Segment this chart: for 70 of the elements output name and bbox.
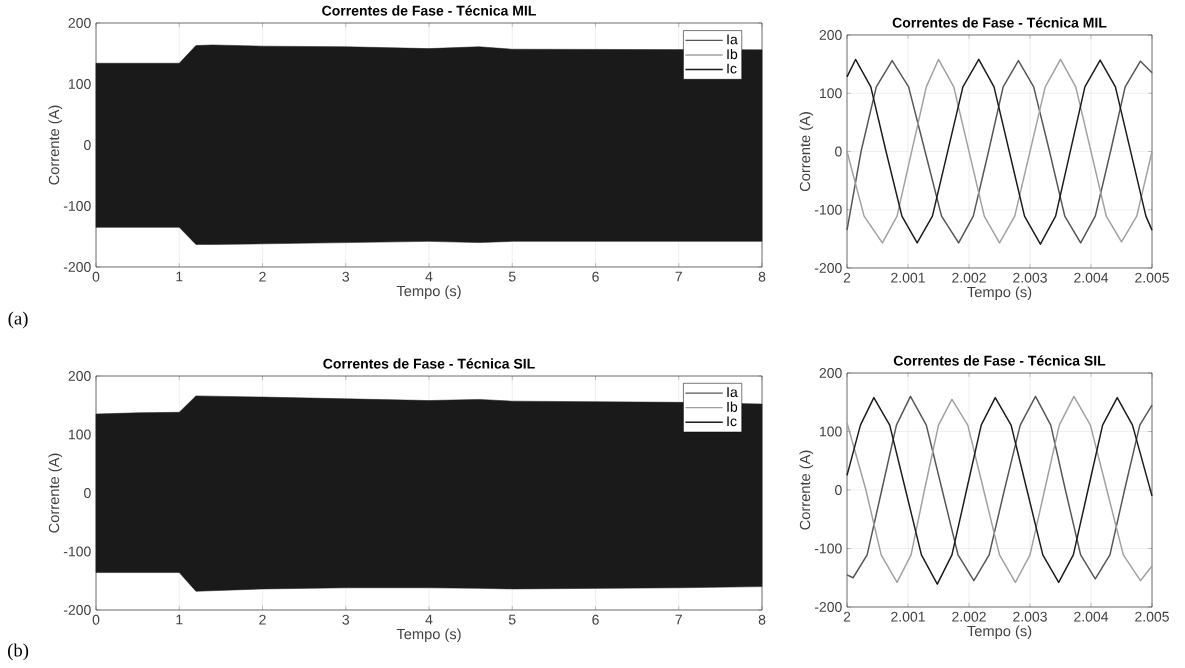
x-tick-label: 7 (675, 271, 682, 282)
text: (b) (8, 643, 29, 661)
y-tick-label: 200 (819, 30, 842, 40)
x-tick-label: 5 (508, 271, 516, 282)
legend-label: Ia (727, 387, 738, 398)
x-tick-label: 2.002 (952, 272, 986, 283)
y-tick-label: -200 (63, 605, 91, 615)
y-tick-label: 0 (84, 488, 91, 498)
legend-label: Ib (727, 48, 738, 60)
text: (a) (8, 311, 28, 329)
x-tick-label: 2.003 (1013, 272, 1047, 283)
chart-title: Correntes de Fase - Técnica MIL (322, 5, 536, 16)
x-tick-label: 3 (342, 271, 350, 282)
y-axis-title: Corrente (A) (799, 112, 814, 192)
x-tick-label: 2.005 (1135, 272, 1169, 283)
legend-label: Ic (727, 416, 737, 427)
y-tick-label: -200 (814, 263, 842, 273)
y-tick-label: -200 (63, 262, 91, 272)
x-tick-label: 1 (176, 271, 183, 282)
y-tick-label: 200 (68, 18, 91, 28)
x-tick-label: 2.004 (1074, 272, 1109, 283)
x-tick-label: 7 (675, 614, 682, 625)
legend-label: Ia (727, 34, 738, 45)
chart-title: Correntes de Fase - Técnica MIL (892, 17, 1107, 28)
y-tick-label: 100 (69, 429, 91, 440)
y-axis-title: Corrente (A) (48, 453, 63, 533)
x-tick-label: 2 (843, 611, 851, 622)
y-tick-label: -100 (63, 546, 91, 557)
x-tick-label: 2 (259, 614, 266, 625)
x-tick-label: 1 (176, 614, 183, 625)
x-tick-label: 2 (259, 271, 266, 282)
y-tick-label: 0 (835, 146, 842, 157)
y-tick-label: -100 (814, 543, 842, 554)
y-axis-title: Corrente (A) (48, 105, 63, 185)
x-axis-title: Tempo (s) (396, 285, 461, 300)
x-axis-title: Tempo (s) (967, 286, 1032, 301)
legend-label: Ib (727, 401, 738, 412)
x-tick-label: 2 (843, 272, 851, 283)
x-axis-title: Tempo (s) (967, 625, 1032, 640)
x-tick-label: 2.003 (1013, 611, 1047, 622)
y-tick-label: 100 (69, 79, 91, 89)
x-tick-label: 3 (342, 614, 350, 625)
x-tick-label: 2.004 (1074, 611, 1109, 622)
y-tick-label: 0 (84, 140, 91, 150)
x-tick-label: 4 (425, 271, 433, 282)
x-tick-label: 2.005 (1135, 611, 1169, 622)
x-tick-label: 0 (92, 614, 100, 625)
y-tick-label: 100 (820, 426, 842, 437)
chart-title: Correntes de Fase - Técnica SIL (323, 358, 535, 369)
y-tick-label: 0 (835, 485, 842, 495)
legend-label: Ic (727, 63, 737, 74)
x-axis-title: Tempo (s) (396, 628, 461, 643)
x-tick-label: 0 (92, 271, 100, 282)
y-tick-label: 200 (68, 371, 91, 381)
x-tick-label: 4 (425, 614, 433, 625)
x-tick-label: 8 (758, 271, 766, 282)
y-tick-label: -100 (63, 201, 91, 211)
chart-title: Correntes de Fase - Técnica SIL (893, 355, 1106, 366)
x-tick-label: 6 (592, 614, 599, 625)
y-tick-label: 100 (820, 88, 842, 99)
x-tick-label: 2.002 (952, 611, 986, 622)
y-tick-label: 200 (819, 368, 842, 378)
y-tick-label: -200 (814, 602, 842, 612)
y-tick-label: -100 (814, 204, 842, 215)
x-tick-label: 8 (758, 614, 766, 625)
x-tick-label: 6 (592, 271, 599, 282)
x-tick-label: 2.001 (891, 611, 925, 622)
x-tick-label: 5 (508, 614, 516, 625)
y-axis-title: Corrente (A) (799, 450, 814, 530)
x-tick-label: 2.001 (891, 272, 925, 283)
